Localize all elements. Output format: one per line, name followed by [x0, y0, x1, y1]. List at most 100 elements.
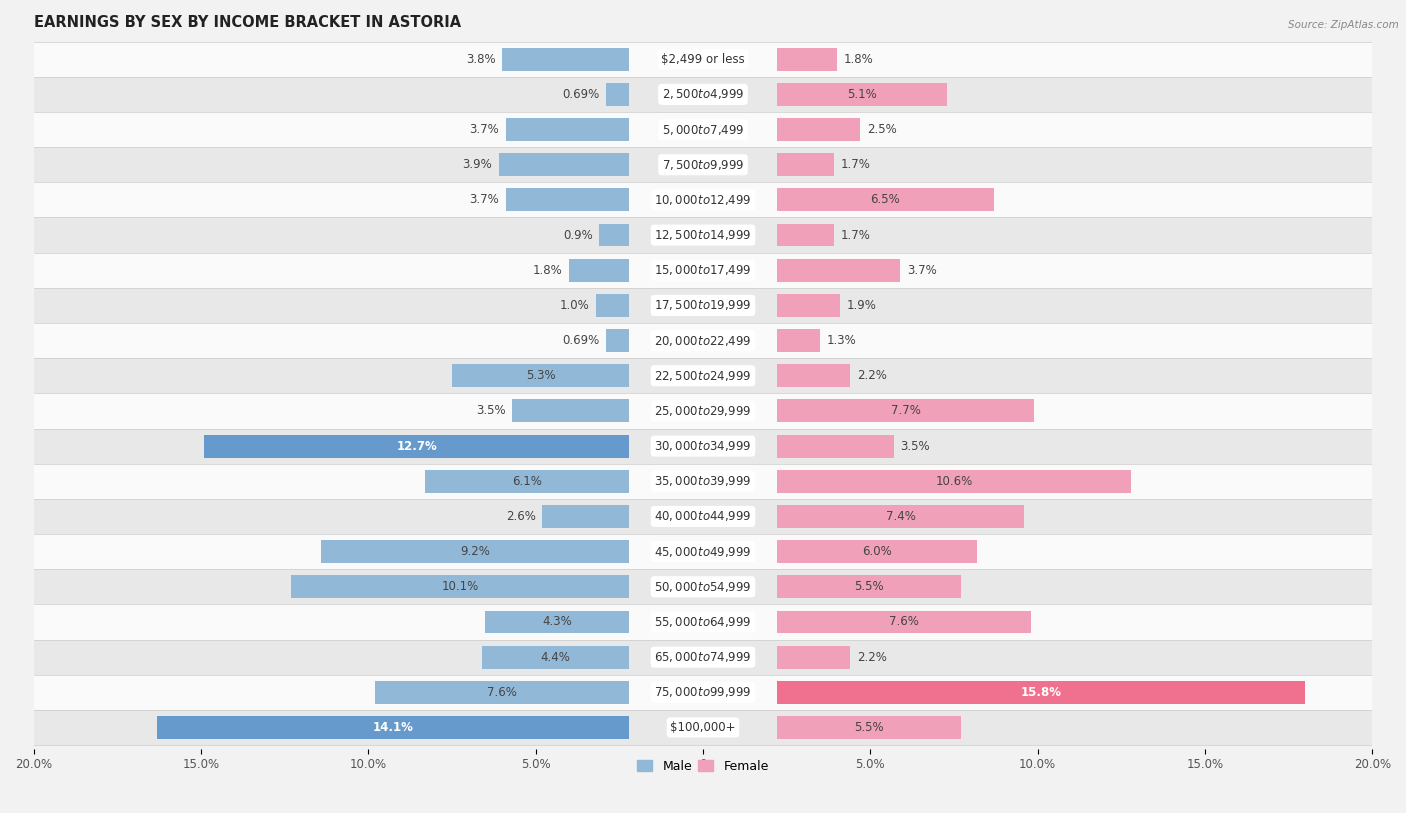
Text: $75,000 to $99,999: $75,000 to $99,999	[654, 685, 752, 699]
Text: 1.7%: 1.7%	[841, 159, 870, 172]
Bar	[606, 83, 630, 106]
Bar	[776, 576, 960, 598]
Bar	[291, 576, 630, 598]
Bar	[776, 435, 894, 458]
Text: 1.3%: 1.3%	[827, 334, 856, 347]
Bar	[776, 716, 960, 739]
Bar	[34, 499, 1372, 534]
Text: $25,000 to $29,999: $25,000 to $29,999	[654, 404, 752, 418]
Text: 1.8%: 1.8%	[844, 53, 873, 66]
Text: 10.6%: 10.6%	[935, 475, 973, 488]
Text: 0.9%: 0.9%	[562, 228, 592, 241]
Bar	[776, 83, 948, 106]
Text: 3.9%: 3.9%	[463, 159, 492, 172]
Bar	[606, 329, 630, 352]
Text: 5.5%: 5.5%	[853, 580, 883, 593]
Bar	[569, 259, 630, 281]
Text: $45,000 to $49,999: $45,000 to $49,999	[654, 545, 752, 559]
Bar	[776, 118, 860, 141]
Text: 7.7%: 7.7%	[890, 404, 921, 417]
Bar	[34, 288, 1372, 323]
Text: $2,499 or less: $2,499 or less	[661, 53, 745, 66]
Bar	[776, 294, 841, 317]
Text: 3.5%: 3.5%	[475, 404, 506, 417]
Text: $5,000 to $7,499: $5,000 to $7,499	[662, 123, 744, 137]
Bar	[599, 224, 630, 246]
Text: 6.5%: 6.5%	[870, 193, 900, 207]
Bar	[34, 182, 1372, 218]
Text: EARNINGS BY SEX BY INCOME BRACKET IN ASTORIA: EARNINGS BY SEX BY INCOME BRACKET IN AST…	[34, 15, 461, 30]
Text: 3.7%: 3.7%	[470, 123, 499, 136]
Bar	[776, 680, 1306, 704]
Text: 3.7%: 3.7%	[907, 263, 936, 276]
Bar	[499, 154, 630, 176]
Legend: Male, Female: Male, Female	[633, 754, 773, 778]
Bar	[506, 118, 630, 141]
Bar	[34, 640, 1372, 675]
Bar	[34, 218, 1372, 253]
Text: $40,000 to $44,999: $40,000 to $44,999	[654, 510, 752, 524]
Text: 3.5%: 3.5%	[900, 440, 931, 453]
Text: 14.1%: 14.1%	[373, 721, 413, 734]
Text: $10,000 to $12,499: $10,000 to $12,499	[654, 193, 752, 207]
Text: $30,000 to $34,999: $30,000 to $34,999	[654, 439, 752, 453]
Bar	[375, 680, 630, 704]
Text: 1.0%: 1.0%	[560, 299, 589, 312]
Text: 6.1%: 6.1%	[512, 475, 543, 488]
Bar	[34, 147, 1372, 182]
Bar	[34, 569, 1372, 604]
Bar	[425, 470, 630, 493]
Bar	[204, 435, 630, 458]
Text: 2.2%: 2.2%	[858, 650, 887, 663]
Bar	[34, 76, 1372, 112]
Text: 1.7%: 1.7%	[841, 228, 870, 241]
Text: 5.1%: 5.1%	[848, 88, 877, 101]
Bar	[776, 364, 851, 387]
Text: 7.4%: 7.4%	[886, 510, 915, 523]
Bar	[34, 359, 1372, 393]
Text: $20,000 to $22,499: $20,000 to $22,499	[654, 333, 752, 348]
Bar	[776, 611, 1031, 633]
Text: $50,000 to $54,999: $50,000 to $54,999	[654, 580, 752, 593]
Bar	[506, 189, 630, 211]
Text: $55,000 to $64,999: $55,000 to $64,999	[654, 615, 752, 629]
Bar	[776, 646, 851, 668]
Text: 3.7%: 3.7%	[470, 193, 499, 207]
Text: $12,500 to $14,999: $12,500 to $14,999	[654, 228, 752, 242]
Bar	[776, 154, 834, 176]
Text: 3.8%: 3.8%	[465, 53, 495, 66]
Bar	[502, 48, 630, 71]
Bar	[34, 428, 1372, 463]
Bar	[34, 534, 1372, 569]
Bar	[34, 675, 1372, 710]
Text: $22,500 to $24,999: $22,500 to $24,999	[654, 369, 752, 383]
Bar	[776, 470, 1132, 493]
Bar	[482, 646, 630, 668]
Bar	[776, 224, 834, 246]
Text: $100,000+: $100,000+	[671, 721, 735, 734]
Text: 4.4%: 4.4%	[541, 650, 571, 663]
Bar	[512, 399, 630, 422]
Text: $2,500 to $4,999: $2,500 to $4,999	[662, 87, 744, 102]
Text: 1.9%: 1.9%	[846, 299, 877, 312]
Bar	[34, 393, 1372, 428]
Bar	[34, 112, 1372, 147]
Text: $7,500 to $9,999: $7,500 to $9,999	[662, 158, 744, 172]
Text: 2.2%: 2.2%	[858, 369, 887, 382]
Text: $15,000 to $17,499: $15,000 to $17,499	[654, 263, 752, 277]
Text: 7.6%: 7.6%	[488, 686, 517, 699]
Bar	[776, 505, 1025, 528]
Text: 0.69%: 0.69%	[562, 88, 599, 101]
Bar	[776, 48, 837, 71]
Bar	[776, 399, 1035, 422]
Text: 2.5%: 2.5%	[868, 123, 897, 136]
Bar	[543, 505, 630, 528]
Bar	[776, 259, 900, 281]
Bar	[776, 540, 977, 563]
Bar	[34, 323, 1372, 359]
Bar	[485, 611, 630, 633]
Text: 5.5%: 5.5%	[853, 721, 883, 734]
Text: 1.8%: 1.8%	[533, 263, 562, 276]
Text: $65,000 to $74,999: $65,000 to $74,999	[654, 650, 752, 664]
Text: Source: ZipAtlas.com: Source: ZipAtlas.com	[1288, 20, 1399, 30]
